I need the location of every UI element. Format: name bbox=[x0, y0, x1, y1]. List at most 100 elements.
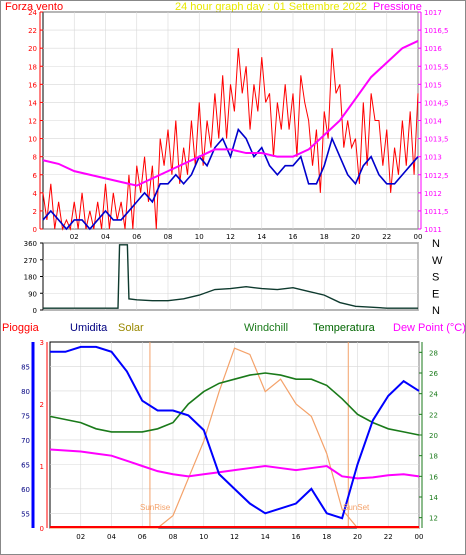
wind-x-tick-label: 04 bbox=[101, 233, 110, 241]
windchill-line bbox=[49, 372, 420, 436]
wind-x-axis: 02 04 06 08 10 12 14 16 18 20 22 00 bbox=[70, 233, 423, 241]
wind-series bbox=[42, 40, 419, 231]
humidity-x-tick-label: 22 bbox=[384, 533, 393, 541]
humidity-tick-label: 70 bbox=[21, 437, 30, 445]
wind-x-tick-label: 20 bbox=[351, 233, 360, 241]
humidity-line bbox=[50, 345, 420, 520]
pressure-right-tick-label: 1016 bbox=[424, 45, 442, 53]
humidity-tick-label: 65 bbox=[21, 461, 30, 469]
humidity-x-tick-label: 08 bbox=[169, 533, 178, 541]
wind-left-tick-label: 14 bbox=[28, 99, 37, 107]
pressure-right-tick-label: 1014,5 bbox=[424, 99, 449, 107]
direction-tick-label: 180 bbox=[24, 274, 37, 282]
pressure-right-tick-label: 1011 bbox=[424, 226, 442, 234]
wind-x-tick-label: 06 bbox=[132, 233, 141, 241]
legend-dewpoint: Dew Point (°C) bbox=[393, 322, 466, 334]
wind-x-tick-label: 12 bbox=[226, 233, 235, 241]
wind-left-tick-label: 8 bbox=[33, 154, 37, 162]
wind-left-tick-label: 4 bbox=[33, 190, 38, 198]
rain-tick-label: 0 bbox=[40, 525, 44, 533]
direction-left-axis: 0 90 180 270 360 bbox=[24, 240, 43, 315]
pressure-right-tick-label: 1015 bbox=[424, 81, 442, 89]
humidity-x-tick-label: 04 bbox=[107, 533, 116, 541]
temp-tick-label: 26 bbox=[429, 370, 438, 378]
direction-tick-label: 0 bbox=[33, 307, 37, 315]
direction-series bbox=[43, 244, 418, 309]
pressure-right-tick-label: 1013 bbox=[424, 154, 442, 162]
sunset-annotation: SunSet bbox=[343, 503, 370, 512]
legend-umidita: Umidita bbox=[70, 322, 108, 334]
wind-left-tick-label: 20 bbox=[28, 45, 37, 53]
average-wind-line bbox=[42, 127, 419, 231]
temp-tick-label: 28 bbox=[429, 349, 438, 357]
wind-x-tick-label: 00 bbox=[414, 233, 423, 241]
pressure-right-tick-label: 1012 bbox=[424, 190, 442, 198]
wind-left-tick-label: 2 bbox=[33, 208, 37, 216]
wind-left-tick-label: 22 bbox=[28, 27, 37, 35]
wind-left-tick-label: 6 bbox=[33, 172, 38, 180]
legend-windchill: Windchill bbox=[244, 322, 288, 334]
compass-label: N bbox=[432, 238, 440, 250]
direction-tick-label: 360 bbox=[24, 240, 37, 248]
humidity-x-tick-label: 10 bbox=[199, 533, 208, 541]
humidity-x-tick-label: 20 bbox=[353, 533, 362, 541]
legend-pioggia: Pioggia bbox=[2, 322, 40, 334]
pressure-right-tick-label: 1012,5 bbox=[424, 172, 449, 180]
wind-x-tick-label: 18 bbox=[320, 233, 329, 241]
temp-tick-label: 20 bbox=[429, 432, 438, 440]
wind-x-tick-label: 14 bbox=[257, 233, 266, 241]
compass-label: S bbox=[432, 272, 439, 284]
rain-tick-label: 2 bbox=[40, 401, 44, 409]
right-axis-title: Pressione bbox=[373, 1, 422, 13]
temp-tick-label: 12 bbox=[429, 515, 438, 523]
sunrise-annotation: SunRise bbox=[140, 503, 171, 512]
compass-label: N bbox=[432, 305, 440, 317]
pressure-right-tick-label: 1013,5 bbox=[424, 136, 449, 144]
wind-left-tick-label: 10 bbox=[28, 136, 37, 144]
pressure-right-tick-label: 1015,5 bbox=[424, 63, 449, 71]
direction-tick-label: 270 bbox=[24, 257, 37, 265]
humidity-x-tick-label: 12 bbox=[230, 533, 239, 541]
temp-tick-label: 18 bbox=[429, 453, 438, 461]
humidity-tick-label: 75 bbox=[21, 412, 30, 420]
temp-tick-label: 16 bbox=[429, 473, 438, 481]
wind-left-tick-label: 0 bbox=[33, 226, 37, 234]
direction-tick-label: 90 bbox=[28, 290, 37, 298]
temp-tick-label: 14 bbox=[429, 494, 438, 502]
pressure-right-tick-label: 1014 bbox=[424, 118, 442, 126]
humidity-x-tick-label: 00 bbox=[415, 533, 424, 541]
humidity-tick-label: 85 bbox=[21, 363, 30, 371]
direction-line bbox=[43, 244, 418, 309]
wind-chart-grid bbox=[43, 11, 419, 230]
temp-tick-label: 24 bbox=[429, 391, 438, 399]
dewpoint-line bbox=[49, 448, 420, 480]
humidity-series bbox=[49, 342, 420, 529]
wind-line bbox=[42, 48, 419, 231]
wind-x-tick-label: 16 bbox=[289, 233, 298, 241]
left-axis-title: Forza vento bbox=[5, 1, 63, 13]
humidity-tick-label: 60 bbox=[21, 486, 30, 494]
rain-tick-label: 3 bbox=[40, 339, 44, 347]
temp-tick-label: 22 bbox=[429, 411, 438, 419]
chart-title: 24 hour graph day : 01 Settembre 2022 bbox=[175, 1, 367, 13]
humidity-x-tick-label: 02 bbox=[76, 533, 85, 541]
pressure-right-tick-label: 1017 bbox=[424, 9, 442, 17]
compass-label: E bbox=[432, 288, 439, 300]
humidity-tick-label: 55 bbox=[21, 510, 30, 518]
pressure-line bbox=[42, 40, 419, 187]
humidity-x-tick-label: 18 bbox=[322, 533, 331, 541]
compass-label: W bbox=[432, 255, 443, 267]
wind-x-tick-label: 10 bbox=[195, 233, 204, 241]
humidity-x-tick-label: 14 bbox=[261, 533, 270, 541]
humidity-x-tick-label: 16 bbox=[292, 533, 301, 541]
wind-x-tick-label: 02 bbox=[70, 233, 79, 241]
wind-left-tick-label: 16 bbox=[28, 81, 37, 89]
wind-x-tick-label: 22 bbox=[382, 233, 391, 241]
legend-solar: Solar bbox=[118, 322, 144, 334]
humidity-tick-label: 80 bbox=[21, 388, 30, 396]
wind-x-tick-label: 08 bbox=[164, 233, 173, 241]
legend-temperatura: Temperatura bbox=[313, 322, 376, 334]
